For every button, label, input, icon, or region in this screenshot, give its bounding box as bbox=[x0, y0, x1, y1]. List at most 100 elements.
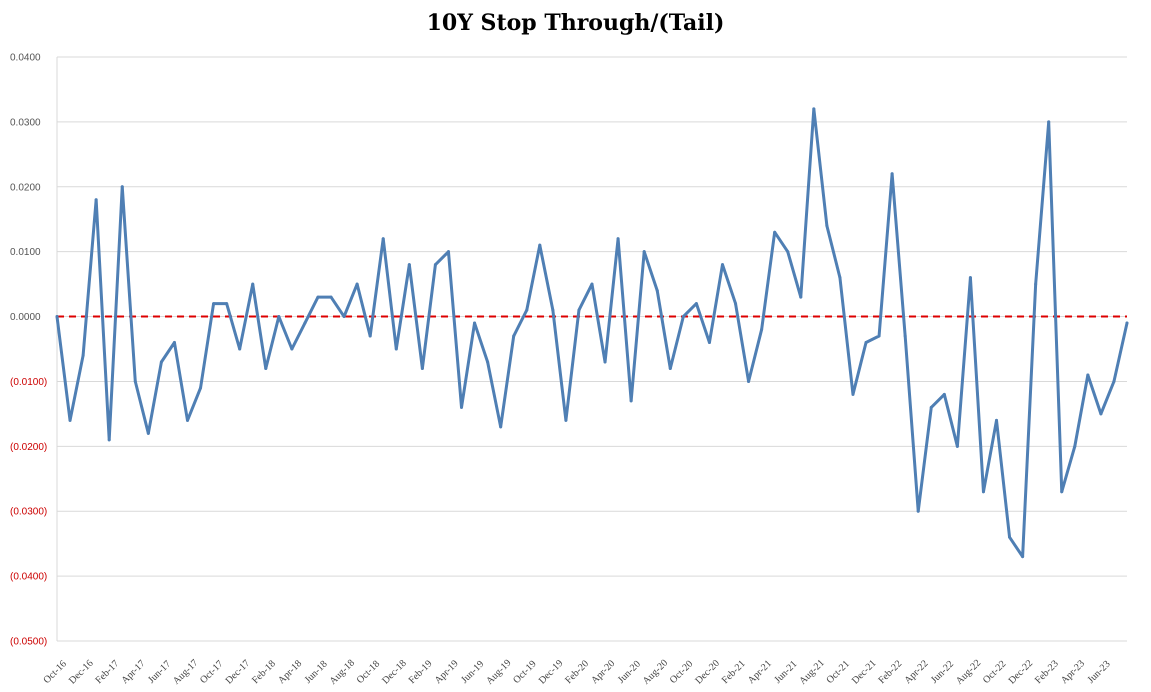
x-tick-label: Oct-18 bbox=[355, 659, 382, 686]
x-tick-label: Dec-22 bbox=[1007, 658, 1036, 687]
x-tick-label: Apr-17 bbox=[119, 658, 147, 686]
x-tick-label: Aug-17 bbox=[171, 658, 200, 687]
y-tick-label: (0.0100) bbox=[10, 377, 47, 388]
x-tick-label: Oct-17 bbox=[198, 659, 225, 686]
x-tick-label: Oct-20 bbox=[668, 659, 695, 686]
data-point bbox=[668, 366, 672, 370]
data-point bbox=[1060, 490, 1064, 494]
x-tick-label: Dec-16 bbox=[67, 658, 96, 687]
data-point bbox=[342, 315, 346, 319]
data-point bbox=[551, 308, 555, 312]
x-tick-label: Dec-18 bbox=[380, 658, 409, 687]
data-point bbox=[94, 198, 98, 202]
data-point bbox=[968, 276, 972, 280]
data-point bbox=[838, 276, 842, 280]
data-point bbox=[81, 353, 85, 357]
x-tick-label: Jun-23 bbox=[1086, 659, 1113, 686]
x-tick-label: Dec-20 bbox=[693, 658, 722, 687]
data-point bbox=[486, 360, 490, 364]
data-point bbox=[1073, 444, 1077, 448]
series-layer bbox=[55, 107, 1129, 559]
x-tick-label: Feb-21 bbox=[720, 658, 748, 686]
x-tick-label: Dec-17 bbox=[224, 658, 253, 687]
data-point bbox=[146, 431, 150, 435]
data-point bbox=[864, 341, 868, 345]
data-point bbox=[747, 379, 751, 383]
data-point bbox=[303, 321, 307, 325]
data-point bbox=[407, 263, 411, 267]
x-tick-label: Oct-16 bbox=[42, 659, 69, 686]
data-point bbox=[590, 282, 594, 286]
data-point bbox=[773, 230, 777, 234]
data-point bbox=[734, 302, 738, 306]
x-tick-label: Feb-18 bbox=[250, 658, 278, 686]
y-tick-label: 0.0000 bbox=[10, 312, 41, 323]
data-point bbox=[903, 334, 907, 338]
y-tick-label: 0.0400 bbox=[10, 53, 41, 64]
y-tick-label: (0.0500) bbox=[10, 637, 47, 648]
data-point bbox=[512, 334, 516, 338]
data-point bbox=[225, 302, 229, 306]
data-point bbox=[981, 490, 985, 494]
data-point bbox=[694, 302, 698, 306]
data-point bbox=[355, 282, 359, 286]
data-point bbox=[251, 282, 255, 286]
data-point bbox=[1034, 282, 1038, 286]
x-tick-label: Aug-22 bbox=[954, 658, 983, 687]
x-tick-label: Dec-19 bbox=[537, 658, 566, 687]
data-point bbox=[812, 107, 816, 111]
x-tick-label: Dec-21 bbox=[850, 658, 879, 687]
data-point bbox=[212, 302, 216, 306]
data-point bbox=[238, 347, 242, 351]
data-point bbox=[851, 392, 855, 396]
series-line bbox=[55, 107, 1129, 559]
x-tick-label: Apr-21 bbox=[746, 658, 774, 686]
x-tick-label: Jun-18 bbox=[303, 659, 330, 686]
x-tick-label: Aug-18 bbox=[328, 658, 357, 687]
data-point bbox=[420, 366, 424, 370]
y-tick-label: (0.0200) bbox=[10, 442, 47, 453]
data-point bbox=[473, 321, 477, 325]
x-tick-label: Apr-18 bbox=[276, 658, 304, 686]
data-point bbox=[681, 315, 685, 319]
x-tick-label: Feb-23 bbox=[1033, 658, 1061, 686]
data-point bbox=[159, 360, 163, 364]
x-tick-label: Aug-20 bbox=[641, 658, 670, 687]
x-tick-label: Jun-17 bbox=[146, 659, 173, 686]
data-point bbox=[133, 379, 137, 383]
data-point bbox=[877, 334, 881, 338]
data-point bbox=[1086, 373, 1090, 377]
data-point bbox=[172, 341, 176, 345]
data-point bbox=[329, 295, 333, 299]
data-point bbox=[55, 315, 59, 319]
data-point bbox=[929, 405, 933, 409]
data-point bbox=[1112, 379, 1116, 383]
x-tick-label: Apr-22 bbox=[902, 658, 930, 686]
data-point bbox=[916, 509, 920, 513]
data-point bbox=[460, 405, 464, 409]
data-point bbox=[264, 366, 268, 370]
y-tick-label: (0.0300) bbox=[10, 507, 47, 518]
data-point bbox=[629, 399, 633, 403]
y-tick-label: 0.0300 bbox=[10, 117, 41, 128]
x-tick-label: Oct-19 bbox=[511, 659, 538, 686]
data-point bbox=[381, 237, 385, 241]
y-tick-label: (0.0400) bbox=[10, 572, 47, 583]
data-point bbox=[995, 418, 999, 422]
data-point bbox=[799, 295, 803, 299]
data-point bbox=[655, 289, 659, 293]
data-point bbox=[720, 263, 724, 267]
y-tick-label: 0.0100 bbox=[10, 247, 41, 258]
x-axis-ticks: Oct-16Dec-16Feb-17Apr-17Jun-17Aug-17Oct-… bbox=[42, 658, 1113, 687]
data-point bbox=[107, 438, 111, 442]
data-point bbox=[290, 347, 294, 351]
data-point bbox=[942, 392, 946, 396]
data-point bbox=[277, 315, 281, 319]
data-point bbox=[185, 418, 189, 422]
data-point bbox=[707, 341, 711, 345]
data-point bbox=[433, 263, 437, 267]
y-axis-ticks: 0.0400 0.0300 0.0200 0.0100 0.0000 (0.0100) (0… bbox=[10, 53, 47, 648]
data-point bbox=[316, 295, 320, 299]
data-point bbox=[525, 308, 529, 312]
data-point bbox=[825, 224, 829, 228]
